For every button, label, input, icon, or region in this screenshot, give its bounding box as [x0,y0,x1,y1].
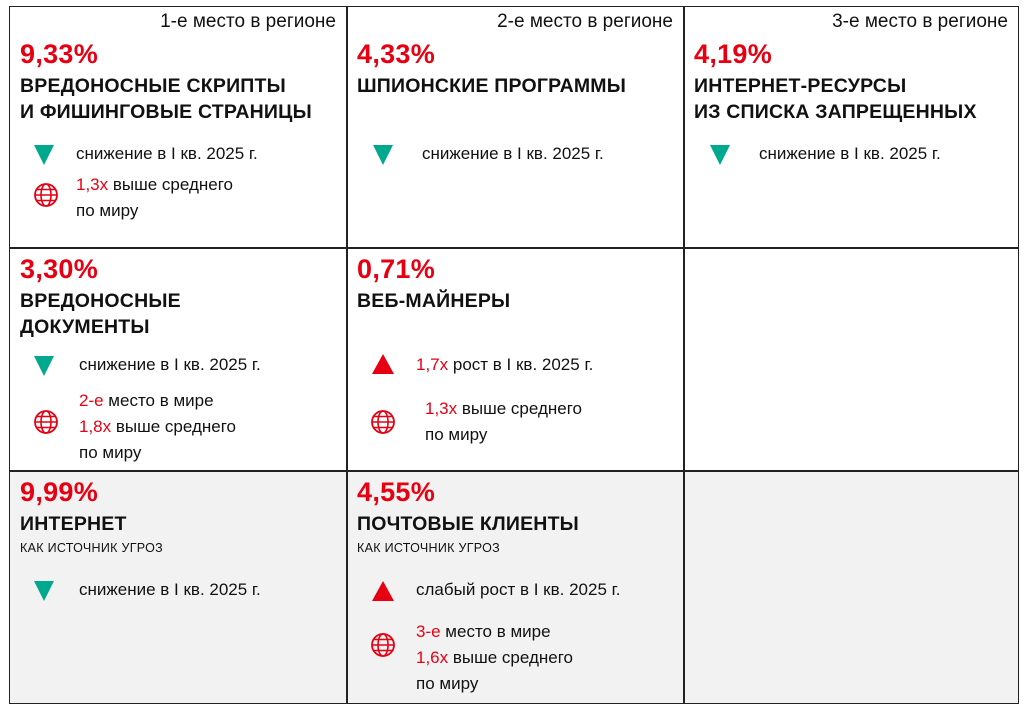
rank-label: 3-е место в регионе [832,11,1008,32]
world-comparison-line2: по миру [79,443,142,462]
category-title-line1: ИНТЕРНЕТ [20,513,127,535]
rank-label: 1-е место в регионе [160,11,336,32]
category-title-line2: И ФИШИНГОВЫЕ СТРАНИЦЫ [20,101,312,123]
world-text: выше среднего [457,399,583,418]
triangle-down-icon [710,145,730,165]
world-rank-line: 2-е место в мире [79,388,214,414]
grid-divider-h2 [10,470,1018,472]
world-rank-text: место в мире [103,391,214,410]
percent-value: 9,99% [20,477,99,507]
globe-icon [371,410,395,434]
percent-value: 4,19% [694,39,773,69]
percent-value: 9,33% [20,39,99,69]
trend-text: слабый рост в I кв. 2025 г. [416,580,621,599]
trend-highlight: 1,7х [416,355,449,374]
cell-internet-source: 9,99% ИНТЕРНЕТ КАК ИСТОЧНИК УГРОЗ снижен… [10,471,346,703]
world-comparison-line1: 1,3х выше среднего [425,396,582,422]
trend-text: снижение в I кв. 2025 г. [79,355,261,374]
cell-malicious-scripts: 1-е место в регионе 9,33% ВРЕДОНОСНЫЕ СК… [10,7,346,247]
grid-divider-h1 [10,247,1018,249]
cell-web-miners: 0,71% ВЕБ-МАЙНЕРЫ 1,7х рост в I кв. 2025… [347,248,683,470]
category-title-line2: ДОКУМЕНТЫ [20,316,150,338]
world-comparison-line2: по миру [76,201,139,220]
grid-divider-v1 [346,7,348,703]
category-title-line1: ВРЕДОНОСНЫЕ [20,290,181,312]
cell-email-clients: 4,55% ПОЧТОВЫЕ КЛИЕНТЫ КАК ИСТОЧНИК УГРО… [347,471,683,703]
triangle-down-icon [34,356,54,376]
category-title-line2: ИЗ СПИСКА ЗАПРЕЩЕННЫХ [694,101,977,123]
percent-value: 0,71% [357,254,436,284]
world-rank-line: 3-е место в мире [416,619,551,645]
category-title-line1: ВЕБ-МАЙНЕРЫ [357,290,511,312]
category-title-line1: ВРЕДОНОСНЫЕ СКРИПТЫ [20,75,286,97]
world-highlight: 1,3х [425,399,458,418]
triangle-down-icon [34,145,54,165]
category-subtitle: КАК ИСТОЧНИК УГРОЗ [357,541,501,555]
trend-text: снижение в I кв. 2025 г. [76,144,258,163]
triangle-down-icon [373,145,393,165]
category-title-line1: ШПИОНСКИЕ ПРОГРАММЫ [357,75,627,97]
threat-stats-grid: 1-е место в регионе 9,33% ВРЕДОНОСНЫЕ СК… [9,6,1019,704]
rank-label: 2-е место в регионе [497,11,673,32]
world-highlight: 1,6х [416,648,449,667]
world-text: выше среднего [108,175,234,194]
category-subtitle: КАК ИСТОЧНИК УГРОЗ [20,541,164,555]
triangle-down-icon [34,581,54,601]
globe-icon [34,410,58,434]
world-comparison-line1: 1,3х выше среднего [76,172,233,198]
grid-divider-v2 [683,7,685,703]
cell-empty-bottom [684,471,1018,703]
category-title-line1: ПОЧТОВЫЕ КЛИЕНТЫ [357,513,579,535]
world-highlight: 1,3х [76,175,109,194]
world-rank-highlight: 2-е [79,391,104,410]
trend-text: снижение в I кв. 2025 г. [759,144,941,163]
cell-empty-middle [684,248,1018,470]
world-highlight: 1,8х [79,417,112,436]
triangle-up-icon [372,354,394,374]
cell-forbidden-resources: 3-е место в регионе 4,19% ИНТЕРНЕТ-РЕСУР… [684,7,1018,247]
globe-icon [371,633,395,657]
world-comparison-line2: по миру [425,425,488,444]
percent-value: 4,55% [357,477,436,507]
cell-malicious-documents: 3,30% ВРЕДОНОСНЫЕ ДОКУМЕНТЫ снижение в I… [10,248,346,470]
cell-spyware: 2-е место в регионе 4,33% ШПИОНСКИЕ ПРОГ… [347,7,683,247]
world-text: выше среднего [111,417,237,436]
world-rank-highlight: 3-е [416,622,441,641]
trend-text: снижение в I кв. 2025 г. [422,144,604,163]
triangle-up-icon [372,581,394,601]
globe-icon [34,183,58,207]
bottom-row-background [10,470,1018,703]
world-comparison-line1: 1,8х выше среднего [79,414,236,440]
trend-text: 1,7х рост в I кв. 2025 г. [416,352,593,378]
world-rank-text: место в мире [440,622,551,641]
percent-value: 3,30% [20,254,99,284]
trend-rest: рост в I кв. 2025 г. [448,355,594,374]
category-title-line1: ИНТЕРНЕТ-РЕСУРСЫ [694,75,907,97]
world-comparison-line1: 1,6х выше среднего [416,645,573,671]
world-comparison-line2: по миру [416,674,479,693]
percent-value: 4,33% [357,39,436,69]
trend-text: снижение в I кв. 2025 г. [79,580,261,599]
world-text: выше среднего [448,648,574,667]
